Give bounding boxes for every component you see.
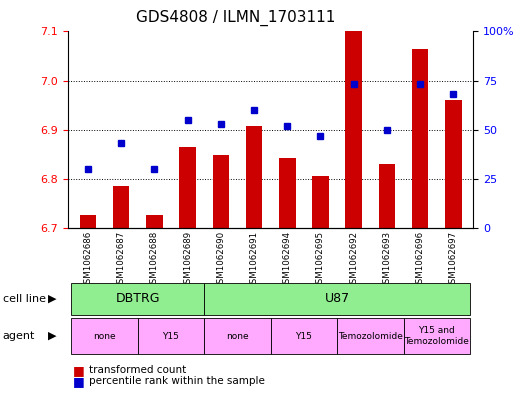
Bar (412, 49, 428, 228)
Bar (445, 100, 462, 228)
Text: GDS4808 / ILMN_1703111: GDS4808 / ILMN_1703111 (135, 10, 335, 26)
Text: ■: ■ (73, 364, 85, 377)
Text: GSM1062693: GSM1062693 (382, 231, 391, 289)
Text: agent: agent (3, 331, 35, 341)
Bar (71, 283, 204, 314)
Bar (204, 318, 271, 354)
Text: none: none (93, 332, 116, 340)
Bar (179, 147, 196, 228)
Text: GSM1062697: GSM1062697 (449, 231, 458, 289)
Text: Y15 and
Temozolomide: Y15 and Temozolomide (404, 326, 469, 346)
Bar (271, 318, 337, 354)
Text: DBTRG: DBTRG (116, 292, 160, 305)
Bar (404, 318, 470, 354)
Text: ■: ■ (73, 375, 85, 388)
Text: GSM1062694: GSM1062694 (283, 231, 292, 289)
Bar (79, 215, 96, 228)
Text: transformed count: transformed count (89, 365, 186, 375)
Text: Y15: Y15 (163, 332, 179, 340)
Bar (146, 215, 163, 228)
Bar (379, 164, 395, 228)
Text: cell line: cell line (3, 294, 46, 304)
Text: Temozolomide: Temozolomide (338, 332, 403, 340)
Text: GSM1062687: GSM1062687 (117, 231, 126, 289)
Text: U87: U87 (325, 292, 350, 305)
Bar (312, 176, 329, 228)
Bar (204, 283, 470, 314)
Bar (71, 318, 138, 354)
Bar (345, 14, 362, 228)
Bar (337, 318, 404, 354)
Text: GSM1062696: GSM1062696 (416, 231, 425, 289)
Bar (212, 155, 229, 228)
Text: GSM1062686: GSM1062686 (84, 231, 93, 289)
Text: Y15: Y15 (295, 332, 312, 340)
Bar (113, 186, 130, 228)
Text: percentile rank within the sample: percentile rank within the sample (89, 376, 265, 386)
Bar (138, 318, 204, 354)
Text: ▶: ▶ (48, 294, 56, 304)
Text: GSM1062688: GSM1062688 (150, 231, 159, 289)
Text: GSM1062689: GSM1062689 (183, 231, 192, 289)
Text: GSM1062695: GSM1062695 (316, 231, 325, 289)
Bar (246, 126, 263, 228)
Bar (279, 158, 295, 228)
Text: GSM1062690: GSM1062690 (217, 231, 225, 289)
Text: GSM1062692: GSM1062692 (349, 231, 358, 289)
Text: ▶: ▶ (48, 331, 56, 341)
Text: none: none (226, 332, 249, 340)
Text: GSM1062691: GSM1062691 (249, 231, 258, 289)
